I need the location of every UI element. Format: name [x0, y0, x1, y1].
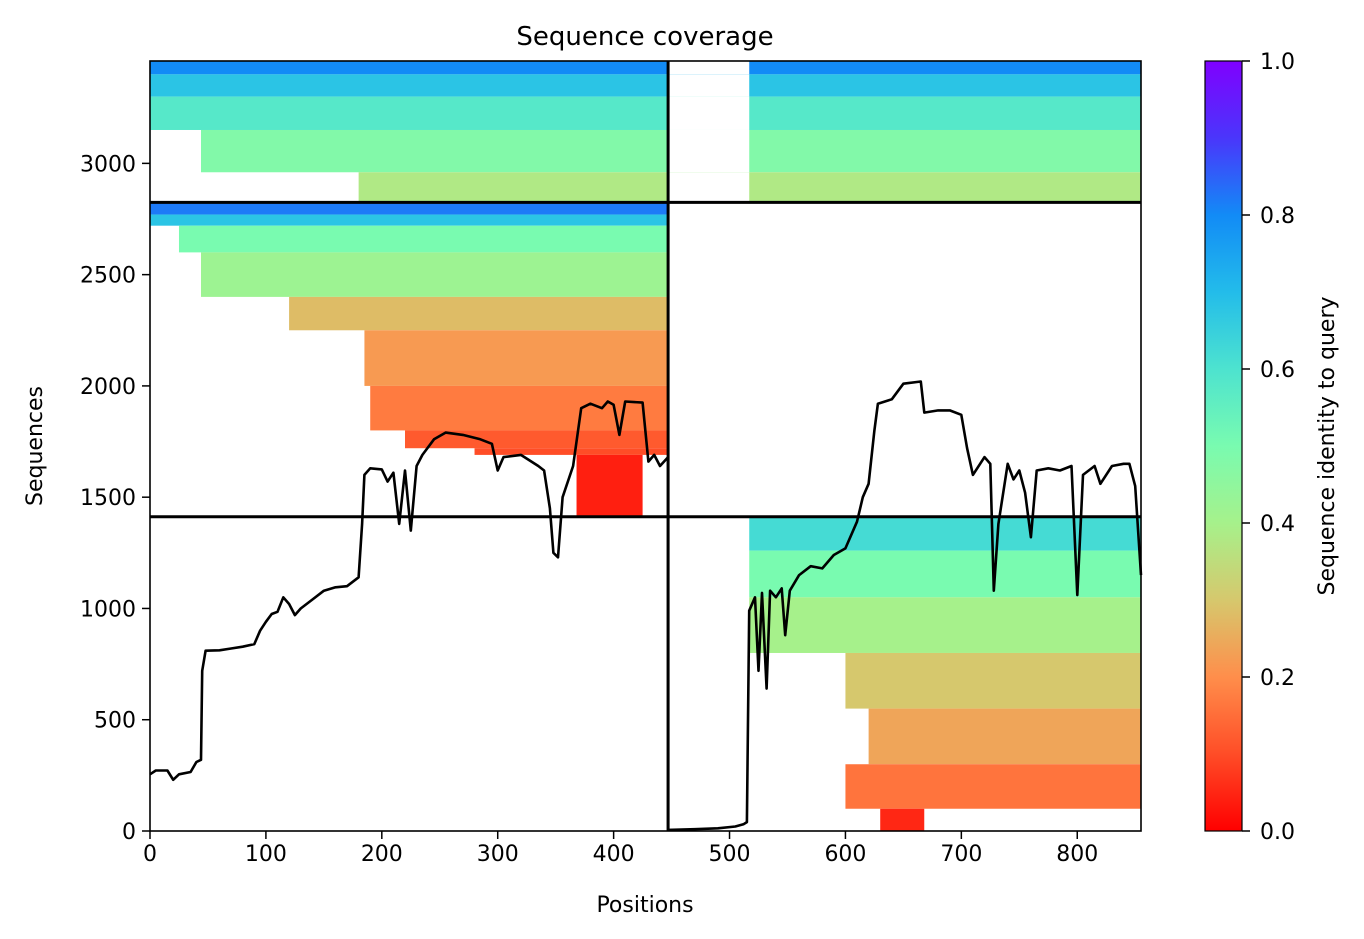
- coverage-band: [150, 61, 1141, 75]
- x-tick-label: 700: [940, 842, 982, 867]
- y-tick-label: 1000: [80, 597, 136, 622]
- coverage-line-group: [149, 380, 1143, 832]
- x-tick-label: 400: [593, 842, 635, 867]
- coverage-band: [150, 202, 669, 215]
- coverage-band: [358, 172, 1141, 203]
- y-axis: 0 500 1000 1500 2000 2500 3000: [80, 152, 150, 845]
- y-tick-label: 2500: [80, 264, 136, 289]
- coverage-band: [150, 214, 669, 226]
- coverage-band: [474, 448, 669, 455]
- x-tick-label: 0: [143, 842, 157, 867]
- coverage-band: [178, 225, 669, 253]
- colorbar-tick-label: 0.2: [1260, 666, 1295, 691]
- coverage-band: [370, 385, 669, 431]
- coverage-band: [289, 296, 669, 331]
- coverage-band-gap: [668, 129, 750, 173]
- coverage-band: [845, 764, 1141, 809]
- x-tick-label: 500: [709, 842, 751, 867]
- plot-frame: [149, 60, 1142, 832]
- coverage-band: [576, 454, 643, 517]
- coverage-band: [150, 74, 1141, 97]
- x-tick-label: 800: [1056, 842, 1098, 867]
- chart-title: Sequence coverage: [516, 22, 773, 52]
- colorbar: [1204, 60, 1243, 832]
- y-tick-label: 2000: [80, 375, 136, 400]
- x-tick-label: 300: [477, 842, 519, 867]
- x-axis: 0 100 200 300 400 500 600 700 800: [143, 831, 1098, 867]
- coverage-band: [364, 330, 669, 386]
- coverage-band-gap: [668, 61, 750, 75]
- coverage-heatmap: [150, 61, 1141, 831]
- coverage-band: [845, 652, 1141, 709]
- coverage-band-gap: [668, 74, 750, 97]
- x-tick-label: 600: [824, 842, 866, 867]
- coverage-band: [749, 516, 1141, 551]
- colorbar-tick-label: 1.0: [1260, 50, 1295, 75]
- coverage-band: [868, 708, 1141, 765]
- colorbar-tick-label: 0.8: [1260, 204, 1295, 229]
- x-axis-label: Positions: [596, 893, 693, 918]
- colorbar-label: Sequence identity to query: [1315, 296, 1340, 595]
- coverage-band-gap: [668, 96, 750, 130]
- coverage-band-gap: [668, 172, 750, 203]
- y-tick-label: 3000: [80, 152, 136, 177]
- y-tick-label: 500: [94, 709, 136, 734]
- y-tick-label: 0: [122, 820, 136, 845]
- colorbar-tick-label: 0.0: [1260, 820, 1295, 845]
- colorbar-tick-label: 0.6: [1260, 358, 1295, 383]
- y-tick-label: 1500: [80, 486, 136, 511]
- coverage-band: [150, 96, 1141, 130]
- y-axis-label: Sequences: [23, 386, 48, 506]
- coverage-band: [749, 597, 1141, 653]
- x-tick-label: 100: [245, 842, 287, 867]
- coverage-band: [404, 430, 669, 449]
- colorbar-tick-label: 0.4: [1260, 512, 1295, 537]
- coverage-band: [749, 550, 1141, 598]
- coverage-band: [200, 252, 669, 297]
- coverage-line: [149, 380, 1143, 832]
- coverage-band: [880, 808, 925, 831]
- x-tick-label: 200: [361, 842, 403, 867]
- colorbar-axis: 0.0 0.2 0.4 0.6 0.8 1.0: [1242, 50, 1295, 845]
